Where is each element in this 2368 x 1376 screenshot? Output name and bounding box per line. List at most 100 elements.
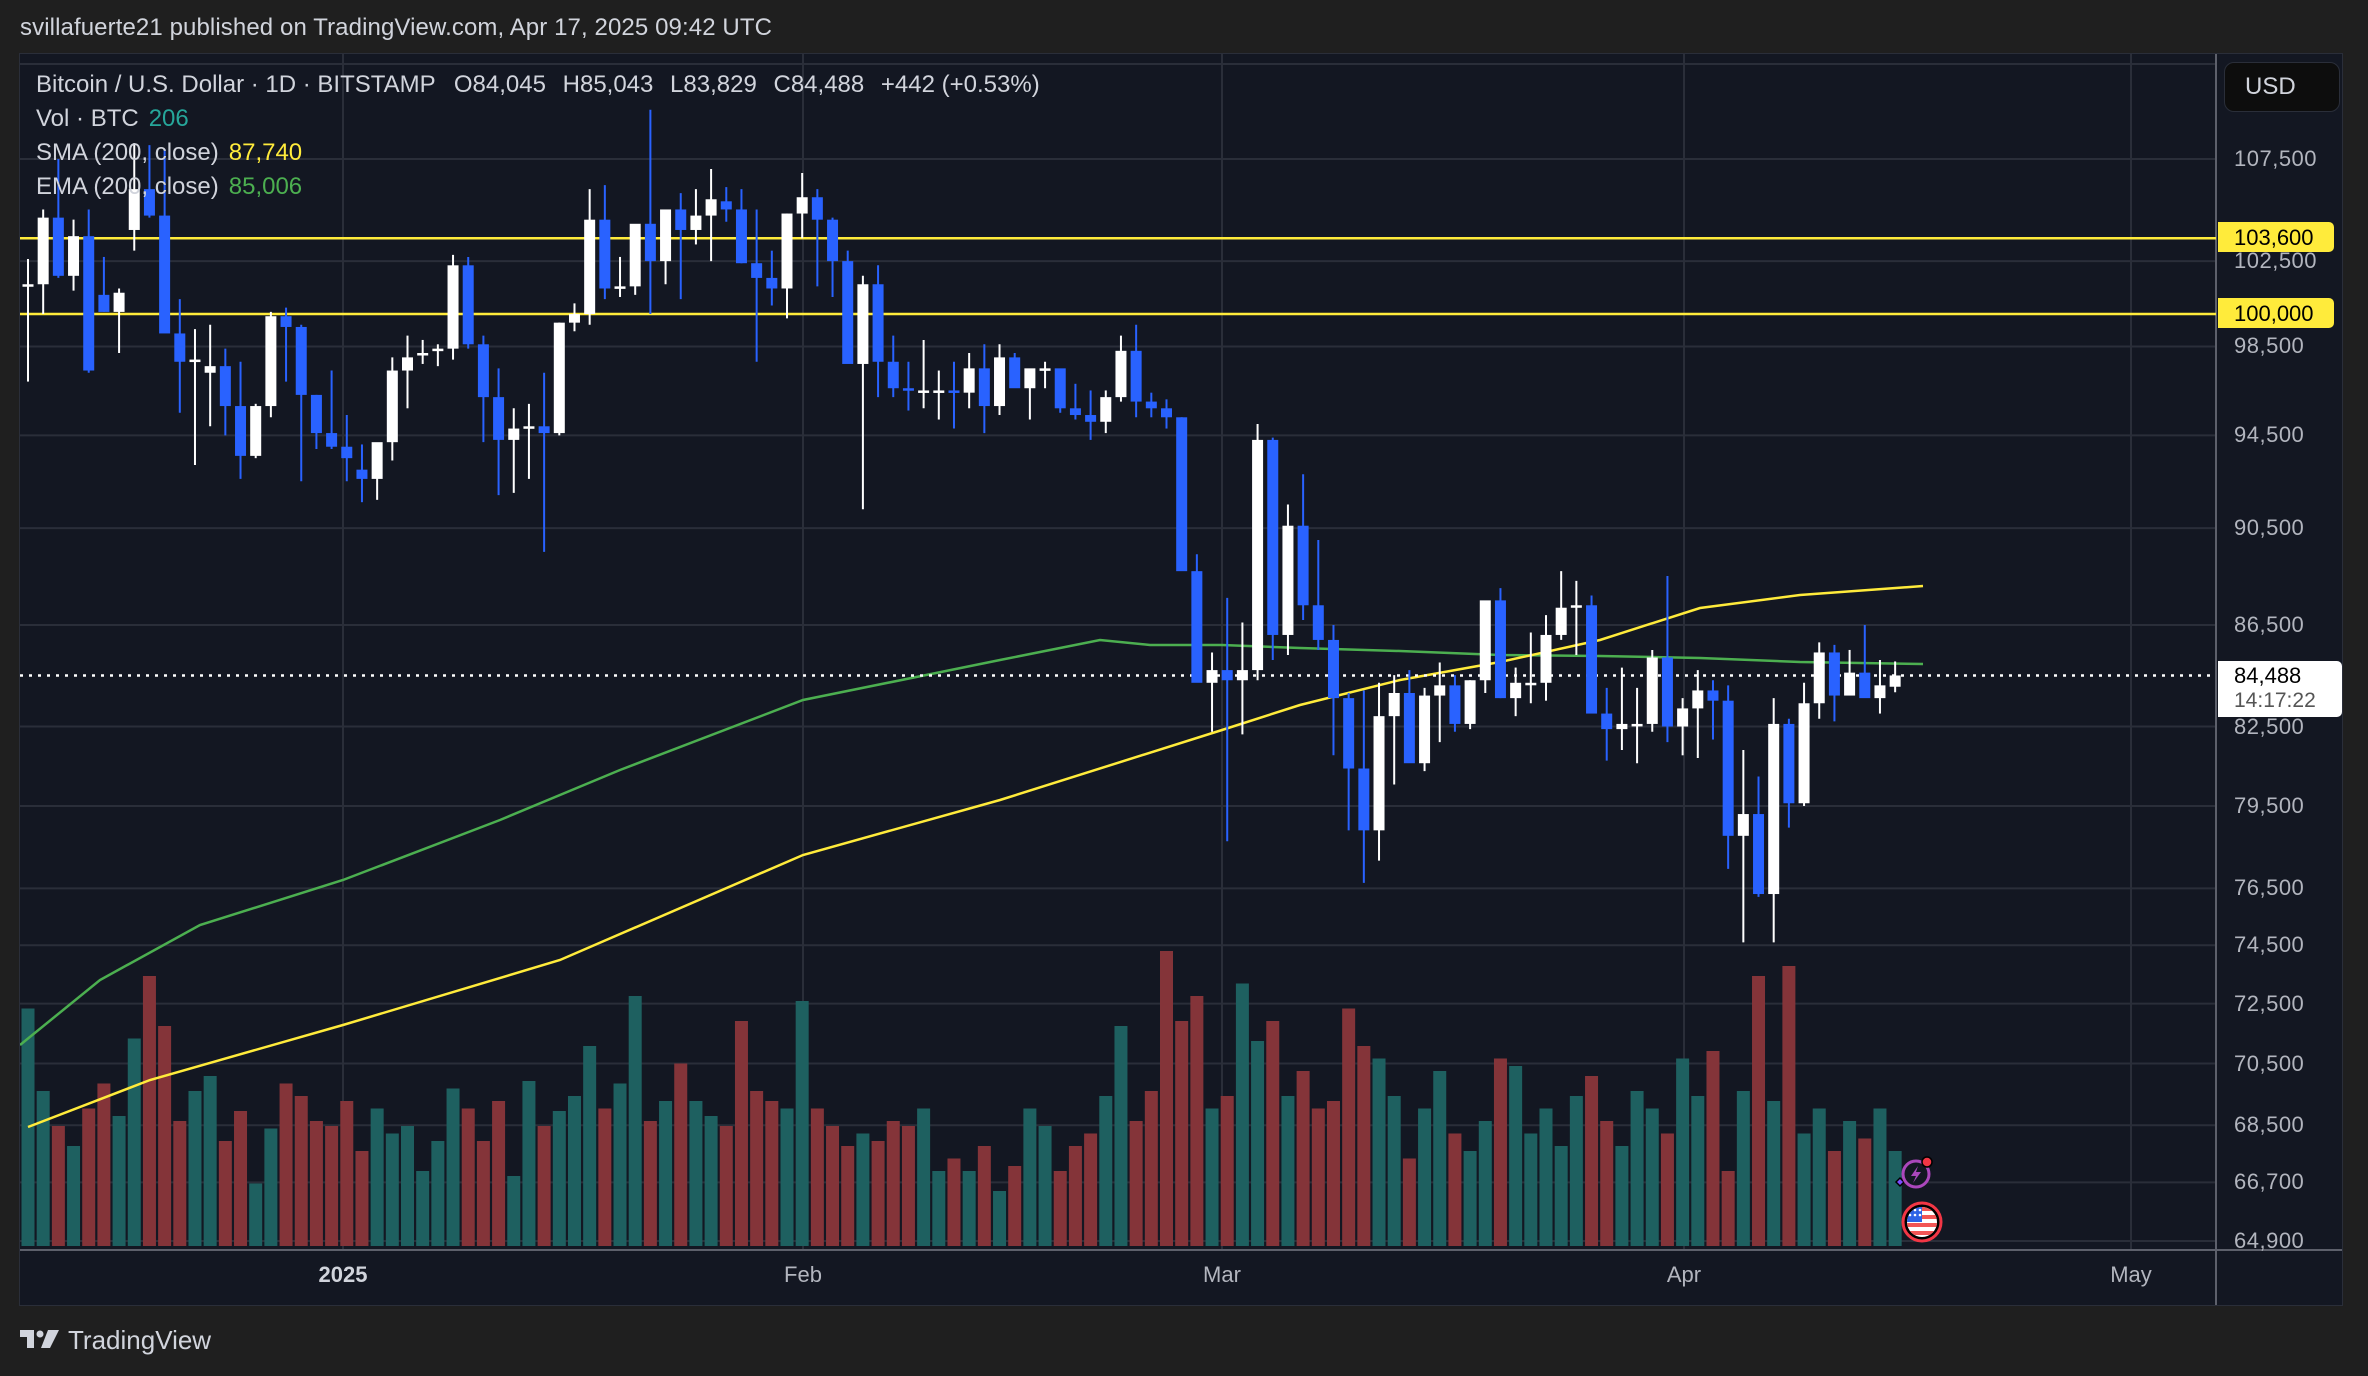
candle-body[interactable] <box>538 426 550 434</box>
currency-button[interactable]: USD <box>2224 62 2340 112</box>
candle-body[interactable] <box>842 261 854 364</box>
candle-body[interactable] <box>508 428 520 440</box>
candle-body[interactable] <box>599 219 611 289</box>
candle-body[interactable] <box>1115 350 1127 398</box>
candle-body[interactable] <box>751 263 763 278</box>
candle-body[interactable] <box>1024 368 1036 389</box>
candle-body[interactable] <box>1813 652 1825 704</box>
candle-body[interactable] <box>1874 685 1886 699</box>
candle-body[interactable] <box>1768 723 1780 895</box>
candle-body[interactable] <box>1722 700 1734 836</box>
candle-body[interactable] <box>1388 693 1400 717</box>
candle-body[interactable] <box>568 314 580 323</box>
ema-200-line[interactable] <box>20 638 1924 1046</box>
us-economic-event-icon[interactable] <box>1900 1200 1944 1249</box>
candle-body[interactable] <box>1692 690 1704 709</box>
candle-body[interactable] <box>1327 639 1339 699</box>
candle-body[interactable] <box>1646 657 1658 724</box>
sma-200-line[interactable] <box>27 584 1924 1129</box>
candle-body[interactable] <box>447 265 459 349</box>
candle-body[interactable] <box>1282 525 1294 635</box>
candle-body[interactable] <box>1009 357 1021 389</box>
candle-body[interactable] <box>1737 814 1749 836</box>
candle-body[interactable] <box>1449 685 1461 724</box>
candle-body[interactable] <box>1479 600 1491 681</box>
candle-body[interactable] <box>402 357 413 371</box>
candle-body[interactable] <box>386 370 398 443</box>
candle-body[interactable] <box>1555 607 1567 635</box>
candle-body[interactable] <box>174 333 186 362</box>
candle-body[interactable] <box>52 217 64 276</box>
candle-body[interactable] <box>1358 768 1370 831</box>
candle-body[interactable] <box>1161 408 1172 418</box>
ema-legend-row[interactable]: EMA (200, close) 85,006 <box>36 170 1040 204</box>
candle-body[interactable] <box>493 397 505 440</box>
candle-body[interactable] <box>660 209 672 262</box>
candle-body[interactable] <box>1859 672 1871 699</box>
candle-body[interactable] <box>1130 350 1142 402</box>
candle-body[interactable] <box>1312 605 1324 640</box>
candle-body[interactable] <box>1403 693 1415 764</box>
candle-body[interactable] <box>857 284 869 364</box>
candle-body[interactable] <box>235 406 247 456</box>
candle-body[interactable] <box>1677 708 1689 727</box>
sma-legend-row[interactable]: SMA (200, close) 87,740 <box>36 136 1040 170</box>
candle-body[interactable] <box>250 406 262 456</box>
tradingview-logo[interactable]: TradingView <box>20 1325 211 1356</box>
candle-body[interactable] <box>1373 716 1385 831</box>
candle-body[interactable] <box>98 294 110 312</box>
candle-body[interactable] <box>371 442 383 479</box>
candle-body[interactable] <box>477 344 489 398</box>
candle-body[interactable] <box>1145 401 1157 409</box>
candle-body[interactable] <box>1419 695 1431 764</box>
volume-legend-row[interactable]: Vol · BTC 206 <box>36 102 1040 136</box>
candle-body[interactable] <box>523 426 535 429</box>
candle-body[interactable] <box>1661 657 1673 727</box>
candle-body[interactable] <box>128 189 140 230</box>
candle-body[interactable] <box>1828 652 1840 696</box>
candle-body[interactable] <box>690 215 702 230</box>
candle-body[interactable] <box>933 390 945 393</box>
candle-body[interactable] <box>918 390 930 393</box>
candle-body[interactable] <box>462 265 474 345</box>
candle-body[interactable] <box>1054 368 1066 409</box>
candle-body[interactable] <box>1798 703 1810 804</box>
candle-body[interactable] <box>1631 723 1643 727</box>
candle-body[interactable] <box>1221 670 1233 681</box>
candle-body[interactable] <box>432 348 444 352</box>
crypto-event-icon[interactable] <box>1890 1150 1938 1203</box>
candle-body[interactable] <box>280 316 292 327</box>
candle-body[interactable] <box>1069 408 1081 416</box>
candle-body[interactable] <box>1267 439 1279 635</box>
candle-body[interactable] <box>584 219 596 315</box>
candle-body[interactable] <box>1525 682 1537 686</box>
candle-body[interactable] <box>994 357 1006 407</box>
candle-body[interactable] <box>796 197 808 214</box>
candle-body[interactable] <box>766 277 778 289</box>
candle-body[interactable] <box>644 223 656 262</box>
candle-body[interactable] <box>1039 368 1051 371</box>
candle-body[interactable] <box>1707 690 1719 701</box>
candle-body[interactable] <box>872 284 884 362</box>
candle-body[interactable] <box>827 219 839 262</box>
candle-body[interactable] <box>1540 634 1552 683</box>
candle-body[interactable] <box>326 433 338 447</box>
candle-body[interactable] <box>1297 525 1309 606</box>
candle-body[interactable] <box>1252 439 1264 671</box>
candle-body[interactable] <box>963 368 975 393</box>
candle-body[interactable] <box>614 286 626 289</box>
candle-body[interactable] <box>1570 605 1582 608</box>
candle-body[interactable] <box>1085 415 1097 422</box>
candle-body[interactable] <box>1176 417 1188 572</box>
candle-body[interactable] <box>675 209 687 230</box>
candle-body[interactable] <box>781 213 793 289</box>
candle-body[interactable] <box>113 292 125 312</box>
candle-body[interactable] <box>1586 605 1598 714</box>
candle-body[interactable] <box>553 322 565 434</box>
candle-body[interactable] <box>1510 682 1522 699</box>
candle-body[interactable] <box>811 197 823 220</box>
candle-body[interactable] <box>1889 675 1901 687</box>
candle-body[interactable] <box>341 446 353 459</box>
candle-body[interactable] <box>68 236 80 276</box>
candle-body[interactable] <box>159 215 171 334</box>
